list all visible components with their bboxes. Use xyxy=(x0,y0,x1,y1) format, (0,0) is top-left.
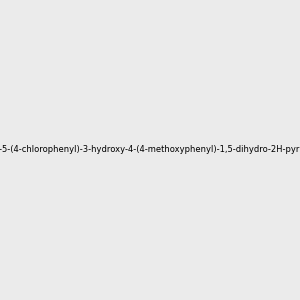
Text: 1-benzyl-5-(4-chlorophenyl)-3-hydroxy-4-(4-methoxyphenyl)-1,5-dihydro-2H-pyrrol-: 1-benzyl-5-(4-chlorophenyl)-3-hydroxy-4-… xyxy=(0,146,300,154)
